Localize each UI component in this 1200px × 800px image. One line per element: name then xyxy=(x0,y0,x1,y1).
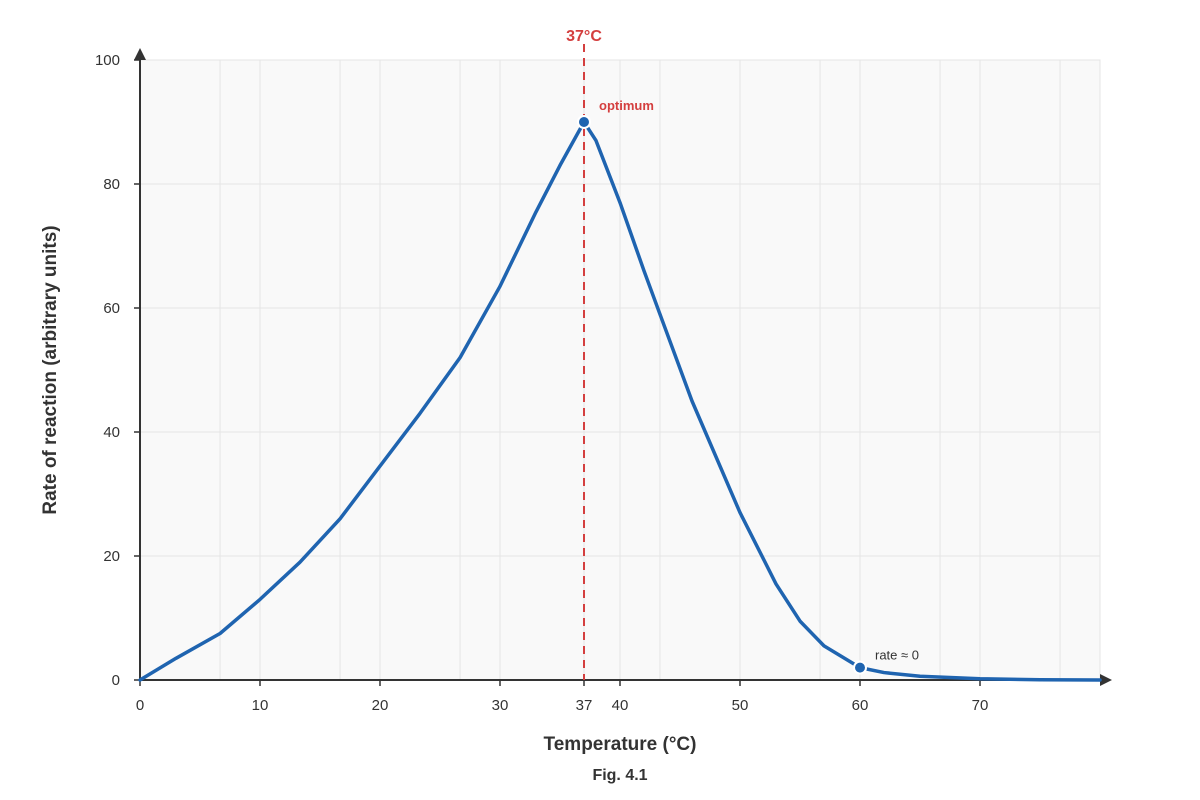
x-tick-label: 0 xyxy=(136,697,144,714)
zero-rate-annotation: rate ≈ 0 xyxy=(875,648,919,663)
x-axis-arrow xyxy=(1100,674,1112,686)
optimum-annotation: optimum xyxy=(599,98,654,113)
x-axis-title: Temperature (°C) xyxy=(544,734,697,755)
y-tick-label: 0 xyxy=(112,672,120,689)
x-tick-label: 40 xyxy=(612,697,629,714)
axes xyxy=(134,48,1112,686)
x-tick-label: 37 xyxy=(576,697,593,714)
y-tick-label: 20 xyxy=(103,548,120,565)
figure-caption: Fig. 4.1 xyxy=(592,767,647,784)
series-line xyxy=(138,120,1102,682)
x-tick-label: 10 xyxy=(252,697,269,714)
y-tick-label: 60 xyxy=(103,300,120,317)
x-tick-label: 30 xyxy=(492,697,509,714)
x-tick-label: 20 xyxy=(372,697,389,714)
y-tick-label: 40 xyxy=(103,424,120,441)
y-axis-title: Rate of reaction (arbitrary units) xyxy=(40,225,61,514)
y-tick-label: 80 xyxy=(103,176,120,193)
optimum-point xyxy=(577,115,591,129)
zero-rate-point xyxy=(853,660,867,675)
x-tick-label: 60 xyxy=(852,697,869,714)
optimum-temperature-label: 37°C xyxy=(566,28,602,45)
x-tick-label: 50 xyxy=(732,697,749,714)
tick-labels: 0 10 20 30 37 40 50 60 70 0 20 40 60 80 100 xyxy=(95,52,988,714)
x-tick-label: 70 xyxy=(972,697,989,714)
y-tick-label: 100 xyxy=(95,52,120,69)
y-axis-arrow xyxy=(134,48,146,60)
